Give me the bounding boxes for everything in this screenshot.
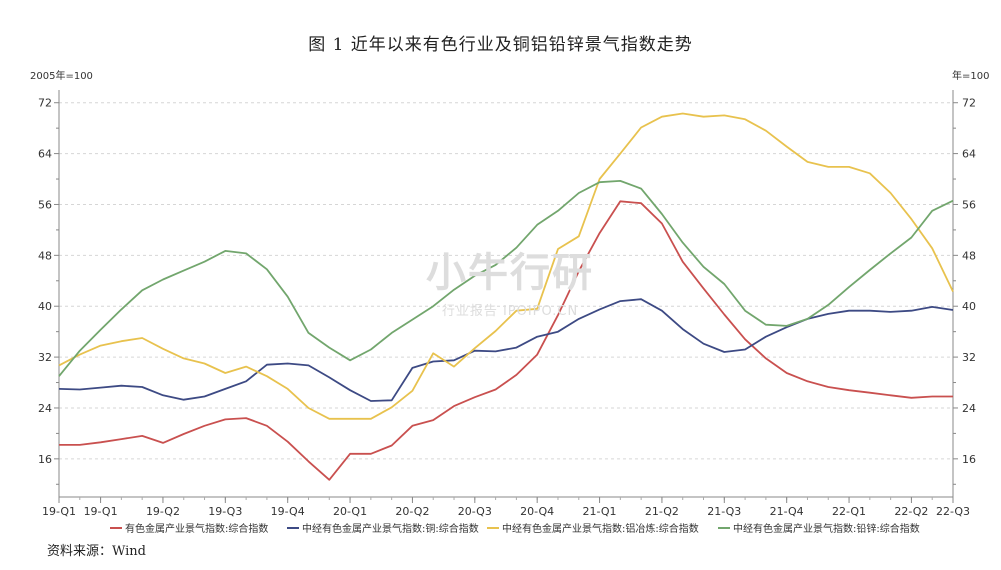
legend: 有色金属产业景气指数:综合指数 中经有色金属产业景气指数:铜:综合指数 中经有色金属…: [110, 522, 920, 535]
y-tick-label-right: 24: [962, 402, 976, 415]
y-tick-label-left: 16: [38, 453, 52, 466]
x-tick-label: 20-Q2: [395, 505, 429, 518]
series-line: [58, 180, 954, 377]
legend-label: 有色金属产业景气指数:综合指数: [125, 522, 268, 535]
y-tick-label-left: 56: [38, 198, 52, 211]
x-tick-label: 21-Q3: [707, 505, 741, 518]
series-line: [58, 298, 954, 402]
x-tick-label: 21-Q2: [645, 505, 679, 518]
axes: 16 16 24 24 32 32 40 40 48 48 56 56 64 64 72 72 19-Q1 19-…: [38, 90, 976, 518]
legend-label: 中经有色金属产业景气指数:铜:综合指数: [302, 522, 479, 535]
legend-label: 中经有色金属产业景气指数:铅锌:综合指数: [733, 522, 920, 535]
y-tick-label-right: 64: [962, 148, 976, 161]
y-tick-label-right: 32: [962, 351, 976, 364]
x-tick-label: 19-Q2: [146, 505, 180, 518]
x-tick-label: 22-Q2: [894, 505, 928, 518]
x-tick-label: 20-Q3: [458, 505, 492, 518]
x-tick-label: 22-Q1: [832, 505, 866, 518]
x-tick-label: 20-Q4: [520, 505, 554, 518]
right-unit-label: 年=100: [952, 69, 989, 82]
x-tick-label: 21-Q4: [770, 505, 804, 518]
y-tick-label-left: 32: [38, 351, 52, 364]
y-tick-label-right: 56: [962, 198, 976, 211]
y-tick-label-right: 16: [962, 453, 976, 466]
series-line: [59, 200, 953, 481]
y-tick-label-right: 40: [962, 300, 976, 313]
legend-label: 中经有色金属产业景气指数:铝冶炼:综合指数: [502, 522, 699, 535]
y-tick-label-right: 48: [962, 249, 976, 262]
y-tick-label-left: 40: [38, 300, 52, 313]
series-lines: [58, 112, 954, 481]
series-line: [58, 112, 954, 420]
x-tick-label: 19-Q4: [271, 505, 305, 518]
left-unit-label: 2005年=100: [30, 69, 93, 82]
source-note: 资料来源：Wind: [47, 544, 146, 559]
x-tick-label: 19-Q3: [208, 505, 242, 518]
x-tick-label: 20-Q1: [333, 505, 367, 518]
x-tick-label: 22-Q3: [936, 505, 970, 518]
y-tick-label-left: 64: [38, 148, 52, 161]
x-tick-label: 21-Q1: [583, 505, 617, 518]
y-tick-label-right: 72: [962, 97, 976, 110]
y-tick-label-left: 72: [38, 97, 52, 110]
x-tick-label: 19-Q1: [84, 505, 118, 518]
gridlines: [59, 102, 953, 460]
chart-title: 图 1 近年以来有色行业及铜铝铅锌景气指数走势: [308, 35, 693, 55]
y-tick-label-left: 24: [38, 402, 52, 415]
x-tick-label: 19-Q1: [42, 505, 76, 518]
y-tick-label-left: 48: [38, 249, 52, 262]
